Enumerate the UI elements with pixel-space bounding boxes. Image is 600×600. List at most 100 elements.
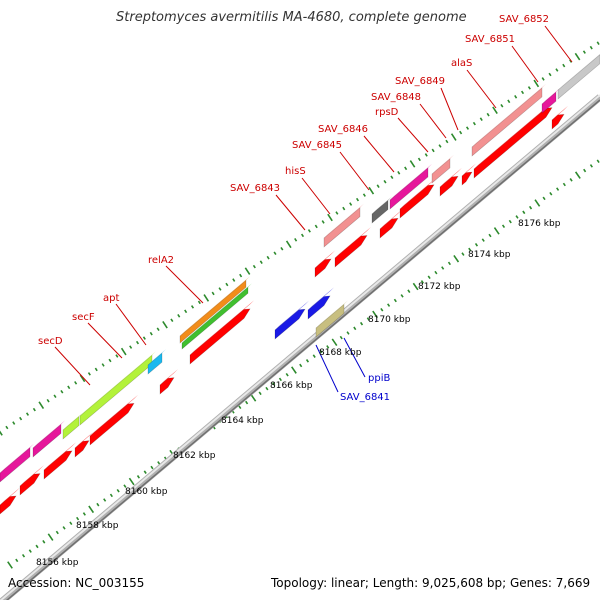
leader-rpsD (397, 117, 429, 153)
scale-tick (420, 280, 424, 284)
scale-tick (218, 287, 222, 291)
scale-tick (481, 238, 485, 242)
scale-tick (238, 405, 242, 409)
scale-tick (157, 461, 161, 465)
gene-label-SAV_6845[interactable]: SAV_6845 (292, 140, 342, 151)
gene-label-hisS[interactable]: hisS (285, 166, 306, 177)
scale-tick (108, 358, 112, 363)
cds-arrow-13-top (474, 99, 556, 169)
scale-tick (5, 425, 9, 430)
cds-arrow-7 (314, 250, 335, 278)
scale-tick (190, 305, 195, 309)
feature-blue-1-face (274, 308, 306, 340)
scale-tick (116, 488, 120, 493)
scale-tick (149, 331, 153, 336)
cds-arrow-1-top (20, 465, 44, 486)
gene-label-ppiB[interactable]: ppiB (368, 373, 390, 384)
scale-tick (407, 289, 411, 293)
scale-tick (184, 309, 188, 314)
scale-tick (533, 79, 540, 88)
scale-tick (431, 148, 435, 153)
scale-tick (170, 318, 174, 323)
scale-tick (574, 52, 581, 61)
leader-secF (87, 322, 123, 359)
leader-SAV_6845 (339, 151, 370, 191)
leader-secD (54, 346, 91, 386)
cds-arrow-14-top (552, 105, 568, 120)
gene-label-SAV_6852[interactable]: SAV_6852 (499, 14, 549, 25)
cds-arrow-2-top (44, 442, 76, 470)
scale-tick (273, 251, 277, 256)
leader-alaS (466, 69, 497, 109)
scale-tick (32, 407, 36, 412)
gene-label-rpsD[interactable]: rpsD (375, 107, 399, 118)
scale-tick (327, 213, 333, 222)
feature-lime-large-top (80, 351, 156, 416)
gene-label-alaS[interactable]: alaS (451, 58, 472, 69)
scale-tick (15, 558, 19, 563)
cds-arrow-10-top (400, 176, 438, 209)
scale-tick (252, 264, 256, 269)
cds-arrow-7-top (315, 250, 335, 268)
feature-lime-small-top (63, 412, 83, 430)
gene-label-SAV_6846[interactable]: SAV_6846 (318, 124, 368, 135)
leader-SAV_6851 (511, 45, 539, 83)
scale-tick (488, 233, 492, 238)
feature-blocks (0, 53, 600, 515)
gene-label-relA2[interactable]: relA2 (148, 255, 174, 266)
scale-tick (507, 99, 511, 104)
feature-cyan (147, 349, 166, 375)
scale-tick (285, 240, 292, 249)
scale-tick (522, 210, 526, 215)
scale-tick (520, 90, 525, 95)
scale-tick (42, 540, 46, 544)
scale-tick (76, 516, 80, 521)
cds-arrow-12-top (462, 163, 476, 176)
scale-tick (285, 372, 289, 377)
scale-tick (366, 317, 370, 321)
feature-lime-small-face (62, 415, 80, 440)
scale-tick (562, 182, 566, 187)
scale-tick (312, 354, 316, 358)
scale-tick (331, 338, 338, 346)
scale-tick (21, 553, 26, 558)
feature-blue-2-face (307, 295, 331, 320)
scale-tick (447, 261, 451, 266)
gene-label-SAV_6849[interactable]: SAV_6849 (395, 76, 445, 87)
scale-tick (55, 530, 59, 535)
scale-tick (434, 270, 438, 275)
scale-tick (19, 416, 23, 421)
leader-hisS (301, 177, 331, 215)
scale-tick (569, 178, 573, 182)
gene-label-SAV_6843[interactable]: SAV_6843 (230, 183, 280, 194)
gene-label-secF[interactable]: secF (72, 312, 95, 323)
scale-label: 8160 kbp (125, 487, 168, 497)
leader-SAV_6841 (315, 344, 339, 393)
cds-arrow-12-face (461, 171, 473, 186)
feature-magenta-3 (389, 163, 432, 210)
scale-tick (211, 291, 215, 296)
cds-arrow-12 (461, 163, 476, 186)
scale-tick (7, 561, 13, 569)
feature-pink-2-top (432, 154, 454, 174)
scale-label: 8170 kbp (368, 315, 411, 325)
gene-label-secD[interactable]: secD (38, 336, 63, 347)
gene-label-SAV_6848[interactable]: SAV_6848 (371, 92, 421, 103)
scale-tick (278, 377, 282, 382)
scale-label: 8166 kbp (270, 381, 313, 391)
feature-magenta-1-top (0, 443, 34, 473)
cds-arrow-5-face (159, 377, 175, 395)
scale-tick (326, 345, 330, 349)
genome-backbone (0, 94, 600, 600)
scale-tick (515, 215, 519, 219)
scale-tick (556, 187, 560, 191)
cds-arrow-14 (551, 105, 568, 130)
scale-tick (321, 220, 325, 224)
gene-label-SAV_6851[interactable]: SAV_6851 (465, 34, 515, 45)
scale-tick (25, 412, 30, 416)
gene-label-apt[interactable]: apt (103, 293, 119, 304)
feature-darkgray-top (372, 196, 392, 214)
scale-tick (555, 68, 559, 72)
scale-tick (445, 139, 449, 144)
gene-label-SAV_6841[interactable]: SAV_6841 (340, 392, 390, 403)
